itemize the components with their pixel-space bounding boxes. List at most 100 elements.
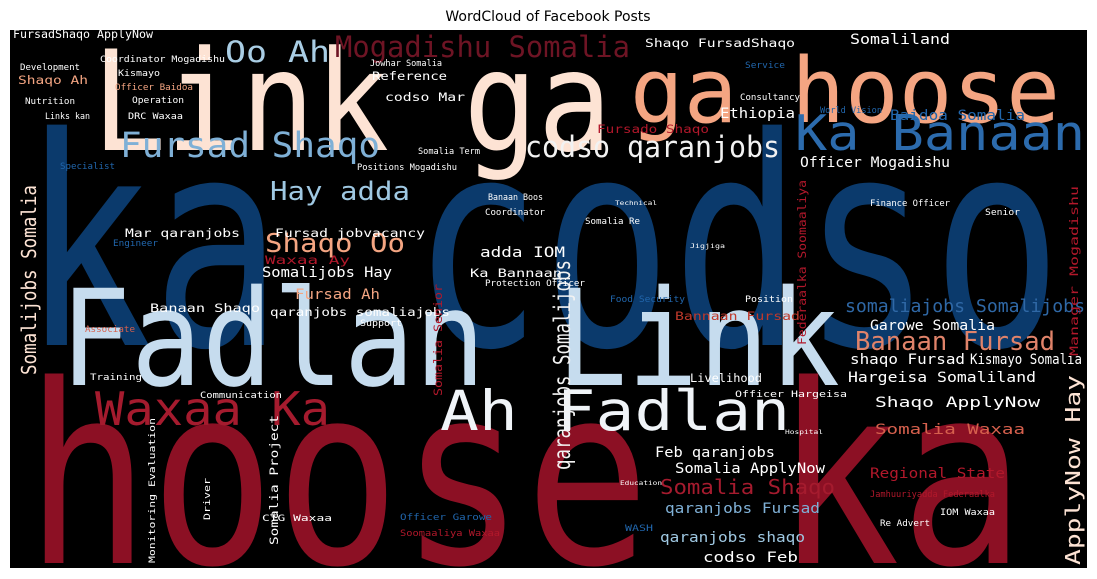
word: codso Mar	[385, 90, 465, 104]
word: Oo Ah	[225, 35, 330, 69]
word: Waxaa Ka	[95, 382, 330, 436]
word: Banaan Fursad	[855, 327, 1055, 357]
word: Jamhuuriyadda Federaalka	[870, 490, 995, 500]
word: Manager Mogadishu	[1067, 186, 1081, 356]
word: Jowhar Somalia	[370, 59, 442, 69]
word: Banaan Boos	[488, 193, 543, 203]
word: Nutrition	[25, 97, 75, 107]
word: codso Feb	[703, 550, 798, 566]
word: Hay adda	[270, 177, 410, 207]
word: Officer Hargeisa	[735, 390, 847, 400]
word: codso qaranjobs	[525, 130, 780, 164]
word: Support	[360, 319, 402, 329]
word: Somalia Shaqo	[660, 475, 835, 499]
word: Fursad Ah	[295, 287, 380, 303]
word: Federaalka Soomaaliya	[795, 180, 809, 345]
word: Technical	[615, 201, 657, 207]
word: Jigjiga	[690, 244, 725, 250]
word: Somalia ApplyNow	[675, 461, 825, 477]
word: Shaqo ApplyNow	[875, 395, 1040, 411]
word: Service	[745, 61, 785, 71]
word: Fursad Shaqo	[120, 126, 380, 166]
word: Somalia Waxaa	[875, 422, 1025, 438]
word: Coordinator Mogadishu	[100, 55, 225, 65]
word: Shaqo Oo	[265, 229, 405, 259]
word: Driver	[203, 478, 213, 520]
word: Waxaa Ay	[265, 253, 350, 267]
word: Somalijobs Hay	[262, 265, 392, 281]
word: Monitoring Evaluation	[148, 418, 158, 563]
word: Somalia Senior	[431, 284, 445, 396]
word: Re Advert	[880, 519, 930, 529]
word: Ah Fadlan	[440, 379, 790, 443]
word: Operation	[132, 96, 184, 106]
word: Specialist	[60, 162, 115, 172]
word: Coordinator	[485, 208, 545, 218]
word: hoose ka	[25, 332, 1025, 579]
word: adda IOM	[480, 245, 565, 261]
word: Kismayo	[118, 69, 160, 79]
word: Feb qaranjobs	[655, 445, 775, 461]
word: IOM Waxaa	[940, 508, 995, 518]
word: Somaliland	[850, 32, 950, 48]
word: Officer Baidoa	[115, 83, 193, 93]
word: Education	[620, 481, 662, 487]
chart-title: WordCloud of Facebook Posts	[445, 9, 650, 25]
word: Position	[745, 295, 793, 305]
word: somaliajobs Somalijobs	[845, 297, 1085, 317]
word: Kismayo Somalia	[970, 352, 1082, 368]
word: Bannaan Fursad	[675, 309, 800, 323]
word: World Vision	[820, 106, 882, 116]
word: shaqo Fursad	[850, 352, 965, 368]
word: FursadShaqo ApplyNow	[13, 27, 153, 41]
word: Link ga	[92, 21, 612, 183]
word: Development	[20, 63, 80, 73]
word: Protection Officer	[485, 279, 585, 289]
word: Hospital	[785, 430, 823, 436]
word: Fursado Shaqo	[597, 122, 709, 136]
word: Shaqo FursadShaqo	[645, 36, 795, 50]
word: Positions Mogadishu	[357, 163, 457, 173]
word: Somalia Project	[267, 415, 281, 545]
word: Fadlan Link	[60, 262, 840, 417]
word: Communication	[200, 391, 282, 401]
word: Mar qaranjobs	[125, 226, 240, 240]
word: Banaan Shaqo	[150, 301, 260, 315]
word: Consultancy	[740, 93, 800, 103]
word: Ka Banaan	[795, 104, 1085, 162]
word: Soomaaliya Waxaa	[400, 529, 500, 539]
word: Finance Officer	[870, 199, 950, 209]
word: CTG Waxaa	[262, 514, 332, 524]
word: Reference	[372, 69, 447, 83]
word: Somalijobs Somalia	[17, 185, 41, 375]
word: Officer Mogadishu	[800, 155, 950, 171]
word: Mogadishu Somalia	[335, 30, 630, 64]
word: Regional State	[870, 466, 1005, 482]
word: Garowe Somalia	[870, 318, 995, 334]
word: Food Security	[610, 295, 685, 305]
word: Livelihood	[690, 371, 762, 385]
word: WASH	[625, 524, 653, 534]
word: Training	[90, 373, 142, 383]
word: Fursad jobvacancy	[275, 226, 425, 240]
word: Officer Garowe	[400, 513, 492, 523]
word: DRC Waxaa	[128, 112, 183, 122]
plot-area	[10, 30, 1087, 568]
word: qaranjobs Somalijobs	[549, 260, 576, 470]
word: qaranjobs Fursad	[665, 501, 820, 517]
word: Associate	[85, 325, 135, 335]
word: ApplyNow Hay	[1061, 375, 1085, 565]
word: Engineer	[113, 239, 158, 249]
word: Somalia Term	[418, 147, 480, 157]
word: Shaqo Ah	[18, 73, 88, 87]
word: Ka Bannaan	[470, 266, 562, 280]
word: Baidoa Somalia	[890, 108, 1025, 124]
word: Hargeisa Somaliland	[848, 370, 1036, 386]
word: Ethiopia	[720, 106, 795, 122]
word: qaranjobs shaqo	[660, 530, 805, 546]
word: ga hoose	[630, 40, 1060, 144]
word: ka codso	[22, 77, 1062, 414]
word: Links kan	[45, 112, 90, 122]
